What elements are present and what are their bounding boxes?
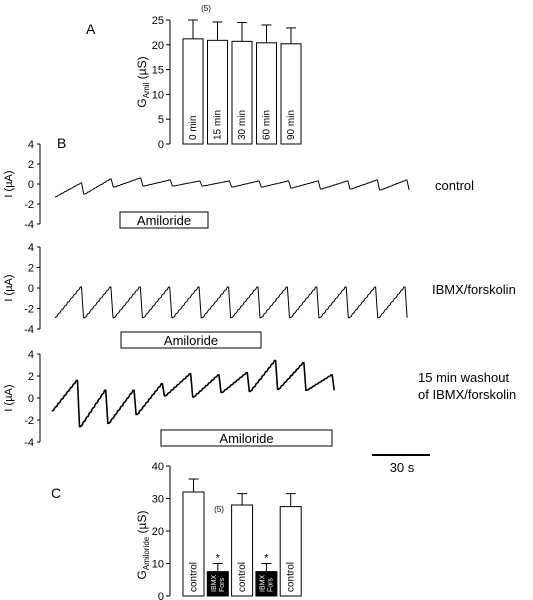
trace-0-amiloride-label: Amiloride xyxy=(137,213,191,228)
panel-c-bar-label: control xyxy=(286,562,297,592)
panel-c-significance-mark: * xyxy=(216,553,221,565)
panel-label-c: C xyxy=(51,485,61,501)
panel-a-bar xyxy=(207,39,228,145)
trace-1-condition-label: IBMX/forskolin xyxy=(432,282,516,297)
trace-2-ylabel: I (µA) xyxy=(3,384,15,411)
panel-a-bar xyxy=(256,42,277,145)
panel-c-bar-label-line: control xyxy=(237,562,248,592)
trace-1-amiloride-label: Amiloride xyxy=(164,333,218,348)
trace-0-condition-label: control xyxy=(435,178,474,193)
panel-c-y-tick-label: 40 xyxy=(152,461,164,473)
trace-2-condition-label-line1: 15 min washout xyxy=(418,370,509,385)
panel-a-y-tick-label: 20 xyxy=(152,40,164,52)
panel-label-a: A xyxy=(86,21,96,37)
panel-c-bar-label-line: control xyxy=(286,562,297,592)
trace-2-condition-label: 15 min washout of IBMX/forskolin xyxy=(418,370,516,402)
panel-c-bar-label: control xyxy=(189,562,200,592)
panel-a-bar-label-line: 0 min xyxy=(188,116,199,140)
panel-a-y-tick-label: 15 xyxy=(152,65,164,77)
panel-a-ylabel: GAmil (µS) xyxy=(135,56,151,107)
panel-a-bar-label: 60 min xyxy=(262,110,273,140)
panel-c-y-tick-label: 30 xyxy=(152,494,164,506)
panel-c-bar-label-line: IBMX xyxy=(211,575,218,592)
panel-a-bar xyxy=(280,43,302,145)
trace-0-current-line xyxy=(54,177,410,198)
panel-a-chart: GAmil (µS) (5) 0 5 10 15 20 25 0 min 15 min 30 m… xyxy=(135,4,302,151)
trace-1-ylabel: I (µA) xyxy=(3,274,15,301)
panel-c-bar-label: IBMXFors xyxy=(259,575,274,592)
trace-2-amiloride-bar xyxy=(160,429,333,447)
panel-c-bar xyxy=(255,571,278,597)
trace-1-current-line xyxy=(54,286,408,319)
trace-1-y-tick-label: 2 xyxy=(28,263,34,275)
panel-c-bar-label-line: control xyxy=(189,562,200,592)
panel-c-bar xyxy=(279,506,302,597)
panel-c-bar-label-line: IBMX xyxy=(259,575,266,592)
trace-0-y-tick-label: 2 xyxy=(28,159,34,171)
trace-0-ylabel: I (µA) xyxy=(3,170,15,197)
panel-c-bar-label: IBMXFors xyxy=(211,575,226,592)
panel-c-bar-label-line: Fors xyxy=(219,578,226,593)
trace-0-amiloride-bar xyxy=(119,211,209,229)
panel-c-y-tick-label: 10 xyxy=(152,559,164,571)
trace-2-y-tick-label: 0 xyxy=(28,393,34,405)
trace-1-y-tick-label: -2 xyxy=(24,304,34,316)
panel-a-bar-label: 90 min xyxy=(286,110,297,140)
panel-a-y-tick-label: 5 xyxy=(158,114,164,126)
panel-a-n-label: (5) xyxy=(201,4,211,13)
trace-1-y-tick-label: -4 xyxy=(24,324,34,336)
panel-label-b: B xyxy=(57,135,66,151)
trace-2-condition-label-line2: of IBMX/forskolin xyxy=(418,387,516,402)
trace-2-y-tick-label: 4 xyxy=(28,349,34,361)
panel-a-bar-label: 30 min xyxy=(237,110,248,140)
panel-c-bar xyxy=(182,491,205,597)
panel-a-bar-label-line: 60 min xyxy=(262,110,273,140)
trace-1-amiloride-bar xyxy=(120,331,262,349)
panel-c-ylabel: GAmiloride (µS) xyxy=(135,511,151,580)
panel-a-bar-label: 0 min xyxy=(188,116,199,140)
panel-c-chart: GAmiloride (µS) (5) 0 10 20 30 40 control IBMX… xyxy=(135,461,302,600)
panel-c-y-tick-label: 0 xyxy=(158,591,164,600)
panel-c-bar-label-line: Fors xyxy=(267,578,274,593)
trace-0-y-tick-label: -4 xyxy=(24,219,34,231)
trace-1-y-tick-label: 4 xyxy=(28,242,34,254)
panel-a-y-tick-label: 10 xyxy=(152,89,164,101)
panel-c-y-tick-label: 20 xyxy=(152,526,164,538)
panel-a-y-tick-label: 25 xyxy=(152,15,164,27)
trace-2-current-line xyxy=(51,359,335,428)
panel-c-bar xyxy=(206,571,229,597)
trace-0-y-tick-label: 0 xyxy=(28,179,34,191)
trace-2-y-tick-label: -4 xyxy=(24,437,34,449)
panel-a-bar xyxy=(231,40,253,145)
panel-c-bar xyxy=(231,504,254,597)
trace-2-y-tick-label: 2 xyxy=(28,371,34,383)
time-scalebar-label: 30 s xyxy=(390,460,415,475)
trace-0-y-tick-label: 4 xyxy=(28,139,34,151)
trace-2-y-tick-label: -2 xyxy=(24,415,34,427)
panel-c-bar-label: control xyxy=(237,562,248,592)
trace-0-y-tick-label: -2 xyxy=(24,199,34,211)
panel-c-n-label: (5) xyxy=(214,505,224,514)
panel-a-bar xyxy=(182,38,204,145)
panel-a-y-tick-label: 0 xyxy=(158,139,164,151)
panel-c-significance-mark: * xyxy=(264,553,269,565)
trace-2-amiloride-label: Amiloride xyxy=(219,431,273,446)
panel-a-bar-label-line: 30 min xyxy=(237,110,248,140)
panel-b-traces: -4 -2 0 2 4 I (µA) Amiloride control -4 -2 0 2 4 I (µ… xyxy=(3,139,516,475)
trace-1-y-tick-label: 0 xyxy=(28,283,34,295)
panel-a-bar-label: 15 min xyxy=(213,110,224,140)
panel-a-bar-label-line: 90 min xyxy=(286,110,297,140)
panel-a-bar-label-line: 15 min xyxy=(213,110,224,140)
